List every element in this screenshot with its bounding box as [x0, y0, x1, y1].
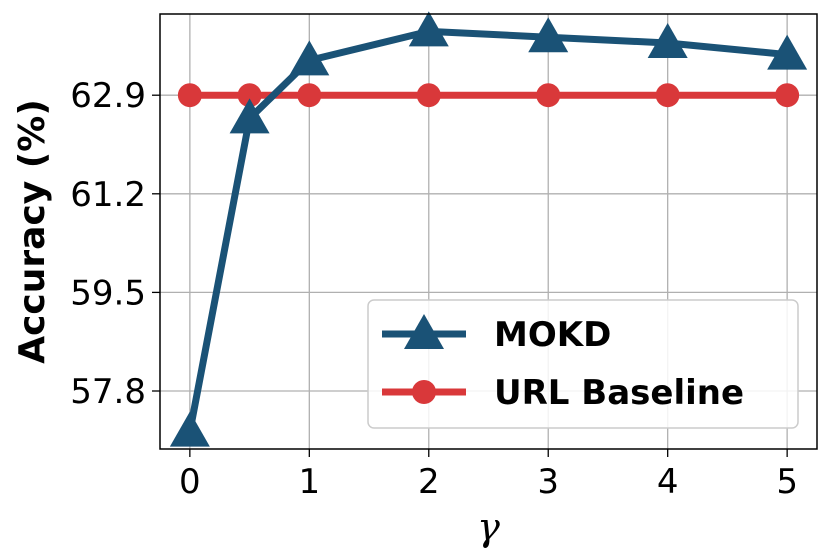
data-point-mokd [229, 98, 270, 134]
data-point-url-baseline [177, 83, 202, 108]
x-tick-label: 3 [537, 462, 559, 502]
axis-ticks: 0 1 2 3 4 5 57.8 59.5 61.2 62.9 [70, 76, 798, 502]
legend-marker-mokd [404, 314, 444, 349]
legend-box [367, 299, 799, 429]
legend-item-mokd: MOKD [382, 314, 611, 355]
x-tick-label: 2 [418, 462, 440, 502]
legend-marker-url-baseline [412, 380, 436, 404]
y-axis-title: Accuracy (%) [12, 99, 53, 364]
data-point-mokd [289, 40, 330, 76]
legend-label-url-baseline: URL Baseline [494, 373, 744, 413]
data-point-mokd [408, 11, 449, 47]
data-point-url-baseline [297, 83, 322, 108]
data-point-mokd [767, 34, 808, 70]
legend-label-mokd: MOKD [494, 315, 611, 355]
y-tick-label: 59.5 [70, 273, 146, 313]
x-tick-label: 0 [179, 462, 201, 502]
legend-item-url-baseline: URL Baseline [382, 373, 744, 413]
y-tick-label: 62.9 [70, 76, 146, 116]
x-tick-label: 4 [657, 462, 679, 502]
data-point-mokd [169, 411, 210, 447]
x-axis-title: γ [477, 505, 500, 549]
x-tick-label: 1 [298, 462, 320, 502]
series-layer [169, 11, 808, 447]
data-point-mokd [647, 23, 688, 58]
plot-frame [159, 13, 818, 450]
data-point-url-baseline [237, 83, 262, 108]
y-tick-label: 61.2 [70, 175, 146, 215]
data-point-mokd [528, 17, 569, 53]
series-url-baseline [177, 83, 800, 108]
data-point-url-baseline [416, 83, 441, 108]
data-point-url-baseline [655, 83, 680, 108]
x-tick-label: 5 [776, 462, 798, 502]
legend: MOKD URL Baseline [367, 299, 799, 429]
data-point-url-baseline [775, 83, 800, 108]
series-mokd [169, 11, 808, 447]
y-tick-label: 57.8 [70, 372, 146, 412]
data-point-url-baseline [536, 83, 561, 108]
